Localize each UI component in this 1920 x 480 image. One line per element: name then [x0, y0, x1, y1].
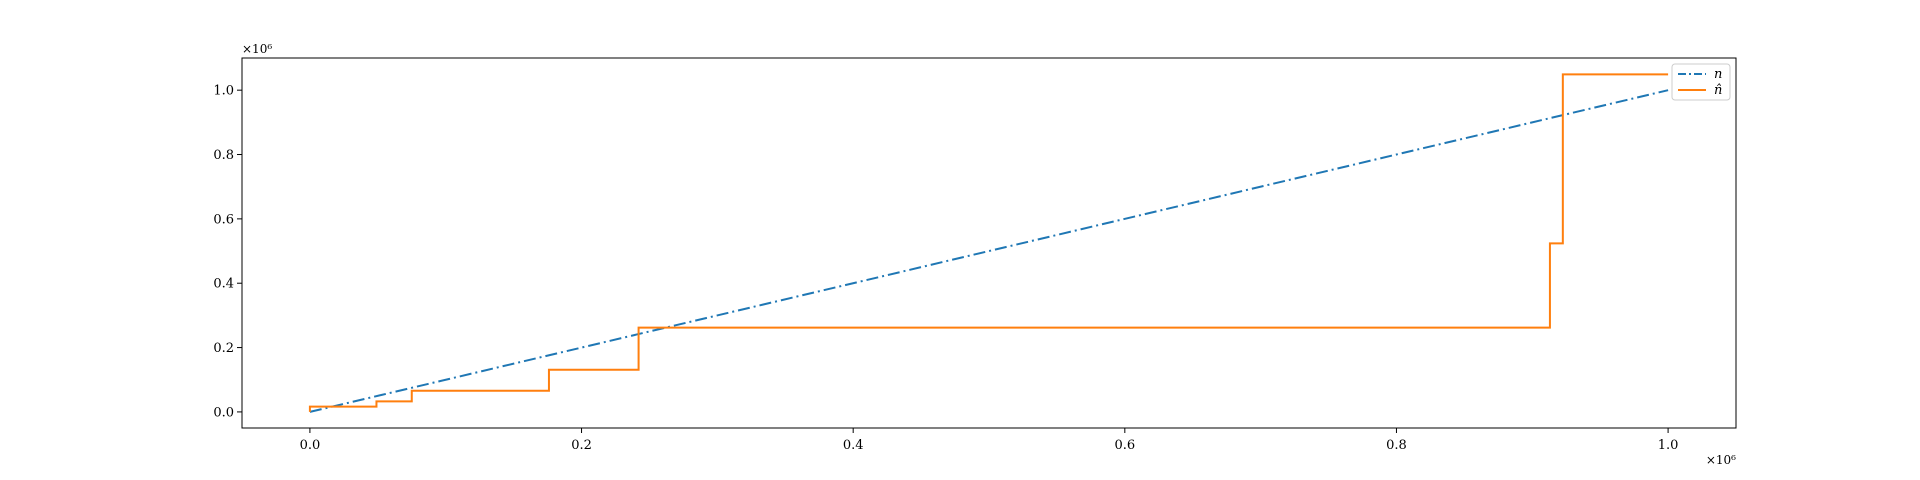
y-tick-label: 1.0: [213, 84, 234, 99]
y-tick-label: 0.4: [213, 277, 234, 292]
y-tick-label: 0.0: [213, 405, 234, 420]
series-line-1: [308, 73, 1669, 412]
x-axis-multiplier: ×10⁶: [1706, 453, 1736, 467]
x-tick-label: 0.8: [1386, 438, 1407, 453]
legend: nn̂: [1671, 63, 1731, 101]
y-axis-multiplier: ×10⁶: [242, 42, 272, 56]
y-tick-label: 0.6: [213, 212, 234, 227]
x-tick-label: 0.0: [300, 438, 321, 453]
x-tick-label: 0.4: [843, 438, 864, 453]
x-axis-ticks: 0.0 0.2 0.4 0.6 0.8 1.0: [300, 428, 1679, 453]
y-tick-label: 0.2: [213, 341, 234, 356]
legend-label-1: n̂: [1714, 83, 1722, 98]
x-tick-label: 1.0: [1658, 438, 1679, 453]
series-layer: [308, 73, 1669, 413]
y-axis-ticks: 0.0 0.2 0.4 0.6 0.8 1.0: [213, 84, 242, 420]
legend-label-0: n: [1714, 67, 1722, 82]
y-tick-label: 0.8: [213, 148, 234, 163]
x-tick-label: 0.6: [1114, 438, 1135, 453]
x-tick-label: 0.2: [571, 438, 592, 453]
plot-frame: [241, 57, 1737, 429]
